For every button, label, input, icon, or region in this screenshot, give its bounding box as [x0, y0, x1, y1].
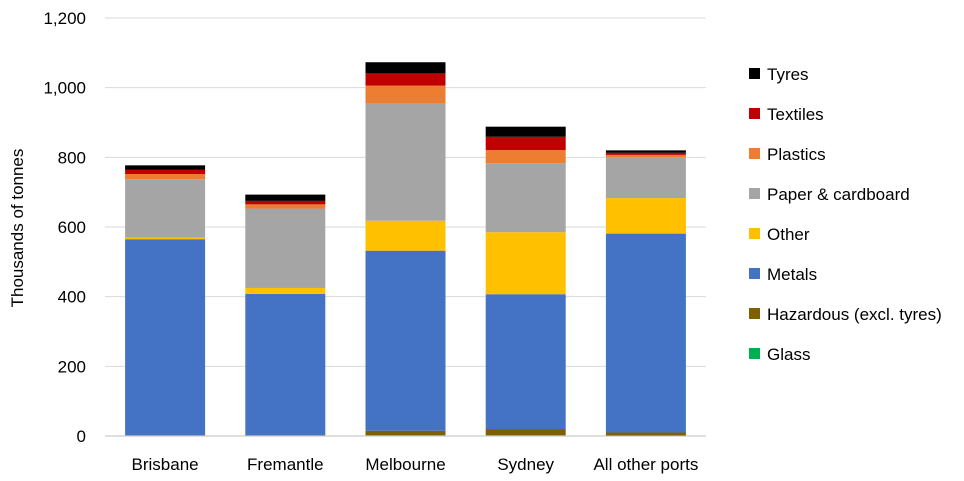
bar-segment-sydney-textiles	[486, 137, 566, 150]
y-tick-label: 200	[58, 357, 86, 376]
bar-segment-fremantle-other	[245, 288, 325, 294]
legend-label: Paper & cardboard	[767, 185, 910, 204]
legend-swatch	[749, 348, 760, 359]
y-tick-label: 1,200	[43, 9, 86, 28]
legend-item-tyres: Tyres	[749, 65, 809, 84]
y-tick-label: 400	[58, 288, 86, 307]
x-tick-label: Melbourne	[365, 455, 445, 474]
bar-segment-sydney-metals	[486, 294, 566, 429]
bar-segment-melbourne-metals	[366, 251, 446, 431]
y-tick-label: 1,000	[43, 79, 86, 98]
bar-segment-all-other-ports-paper-cardboard	[606, 157, 686, 198]
bar-segment-fremantle-paper-cardboard	[245, 209, 325, 288]
bar-segment-fremantle-metals	[245, 294, 325, 435]
bar-segment-brisbane-paper-cardboard	[125, 179, 205, 237]
legend-label: Other	[767, 225, 810, 244]
legend-item-other: Other	[749, 225, 810, 244]
bar-segment-brisbane-textiles	[125, 170, 205, 174]
x-tick-label: All other ports	[593, 455, 698, 474]
bar-segment-melbourne-hazardous-excl-tyres	[366, 431, 446, 436]
bar-segment-brisbane-other	[125, 237, 205, 239]
bar-segment-brisbane-plastics	[125, 174, 205, 179]
bar-segment-melbourne-textiles	[366, 73, 446, 85]
y-tick-label: 0	[77, 427, 86, 446]
legend-item-metals: Metals	[749, 265, 817, 284]
legend-swatch	[749, 228, 760, 239]
bar-segment-melbourne-other	[366, 221, 446, 251]
bar-segment-fremantle-tyres	[245, 195, 325, 201]
x-tick-label: Fremantle	[247, 455, 324, 474]
legend-swatch	[749, 268, 760, 279]
legend-label: Tyres	[767, 65, 809, 84]
legend-label: Hazardous (excl. tyres)	[767, 305, 942, 324]
legend-item-glass: Glass	[749, 345, 810, 364]
legend-label: Textiles	[767, 105, 824, 124]
y-axis-label: Thousands of tonnes	[8, 149, 27, 308]
y-tick-label: 600	[58, 218, 86, 237]
bar-segment-all-other-ports-metals	[606, 234, 686, 433]
bars	[125, 62, 686, 436]
bar-segment-melbourne-plastics	[366, 86, 446, 103]
bar-segment-sydney-plastics	[486, 150, 566, 163]
bar-segment-sydney-hazardous-excl-tyres	[486, 429, 566, 435]
bar-segment-melbourne-tyres	[366, 62, 446, 73]
bar-segment-all-other-ports-hazardous-excl-tyres	[606, 433, 686, 436]
bar-segment-brisbane-metals	[125, 239, 205, 435]
bar-segment-all-other-ports-textiles	[606, 153, 686, 155]
legend-label: Plastics	[767, 145, 826, 164]
legend-item-paper-cardboard: Paper & cardboard	[749, 185, 910, 204]
legend-swatch	[749, 308, 760, 319]
bar-segment-fremantle-textiles	[245, 201, 325, 204]
y-tick-label: 800	[58, 148, 86, 167]
bar-segment-sydney-other	[486, 232, 566, 294]
bar-segment-brisbane-tyres	[125, 165, 205, 170]
bar-segment-melbourne-paper-cardboard	[366, 103, 446, 221]
legend: Tyres Textiles Plastics Paper & cardboard Ot…	[749, 65, 942, 364]
legend-swatch	[749, 108, 760, 119]
x-tick-label: Sydney	[497, 455, 554, 474]
x-tick-label: Brisbane	[132, 455, 199, 474]
legend-swatch	[749, 188, 760, 199]
bar-segment-all-other-ports-plastics	[606, 155, 686, 157]
legend-label: Metals	[767, 265, 817, 284]
legend-item-hazardous-excl-tyres: Hazardous (excl. tyres)	[749, 305, 942, 324]
bar-segment-all-other-ports-other	[606, 198, 686, 234]
bar-segment-sydney-paper-cardboard	[486, 163, 566, 232]
bar-segment-sydney-tyres	[486, 127, 566, 137]
legend-item-textiles: Textiles	[749, 105, 824, 124]
legend-swatch	[749, 68, 760, 79]
legend-swatch	[749, 148, 760, 159]
bar-segment-all-other-ports-tyres	[606, 150, 686, 152]
legend-label: Glass	[767, 345, 810, 364]
bar-segment-fremantle-plastics	[245, 204, 325, 208]
legend-item-plastics: Plastics	[749, 145, 826, 164]
